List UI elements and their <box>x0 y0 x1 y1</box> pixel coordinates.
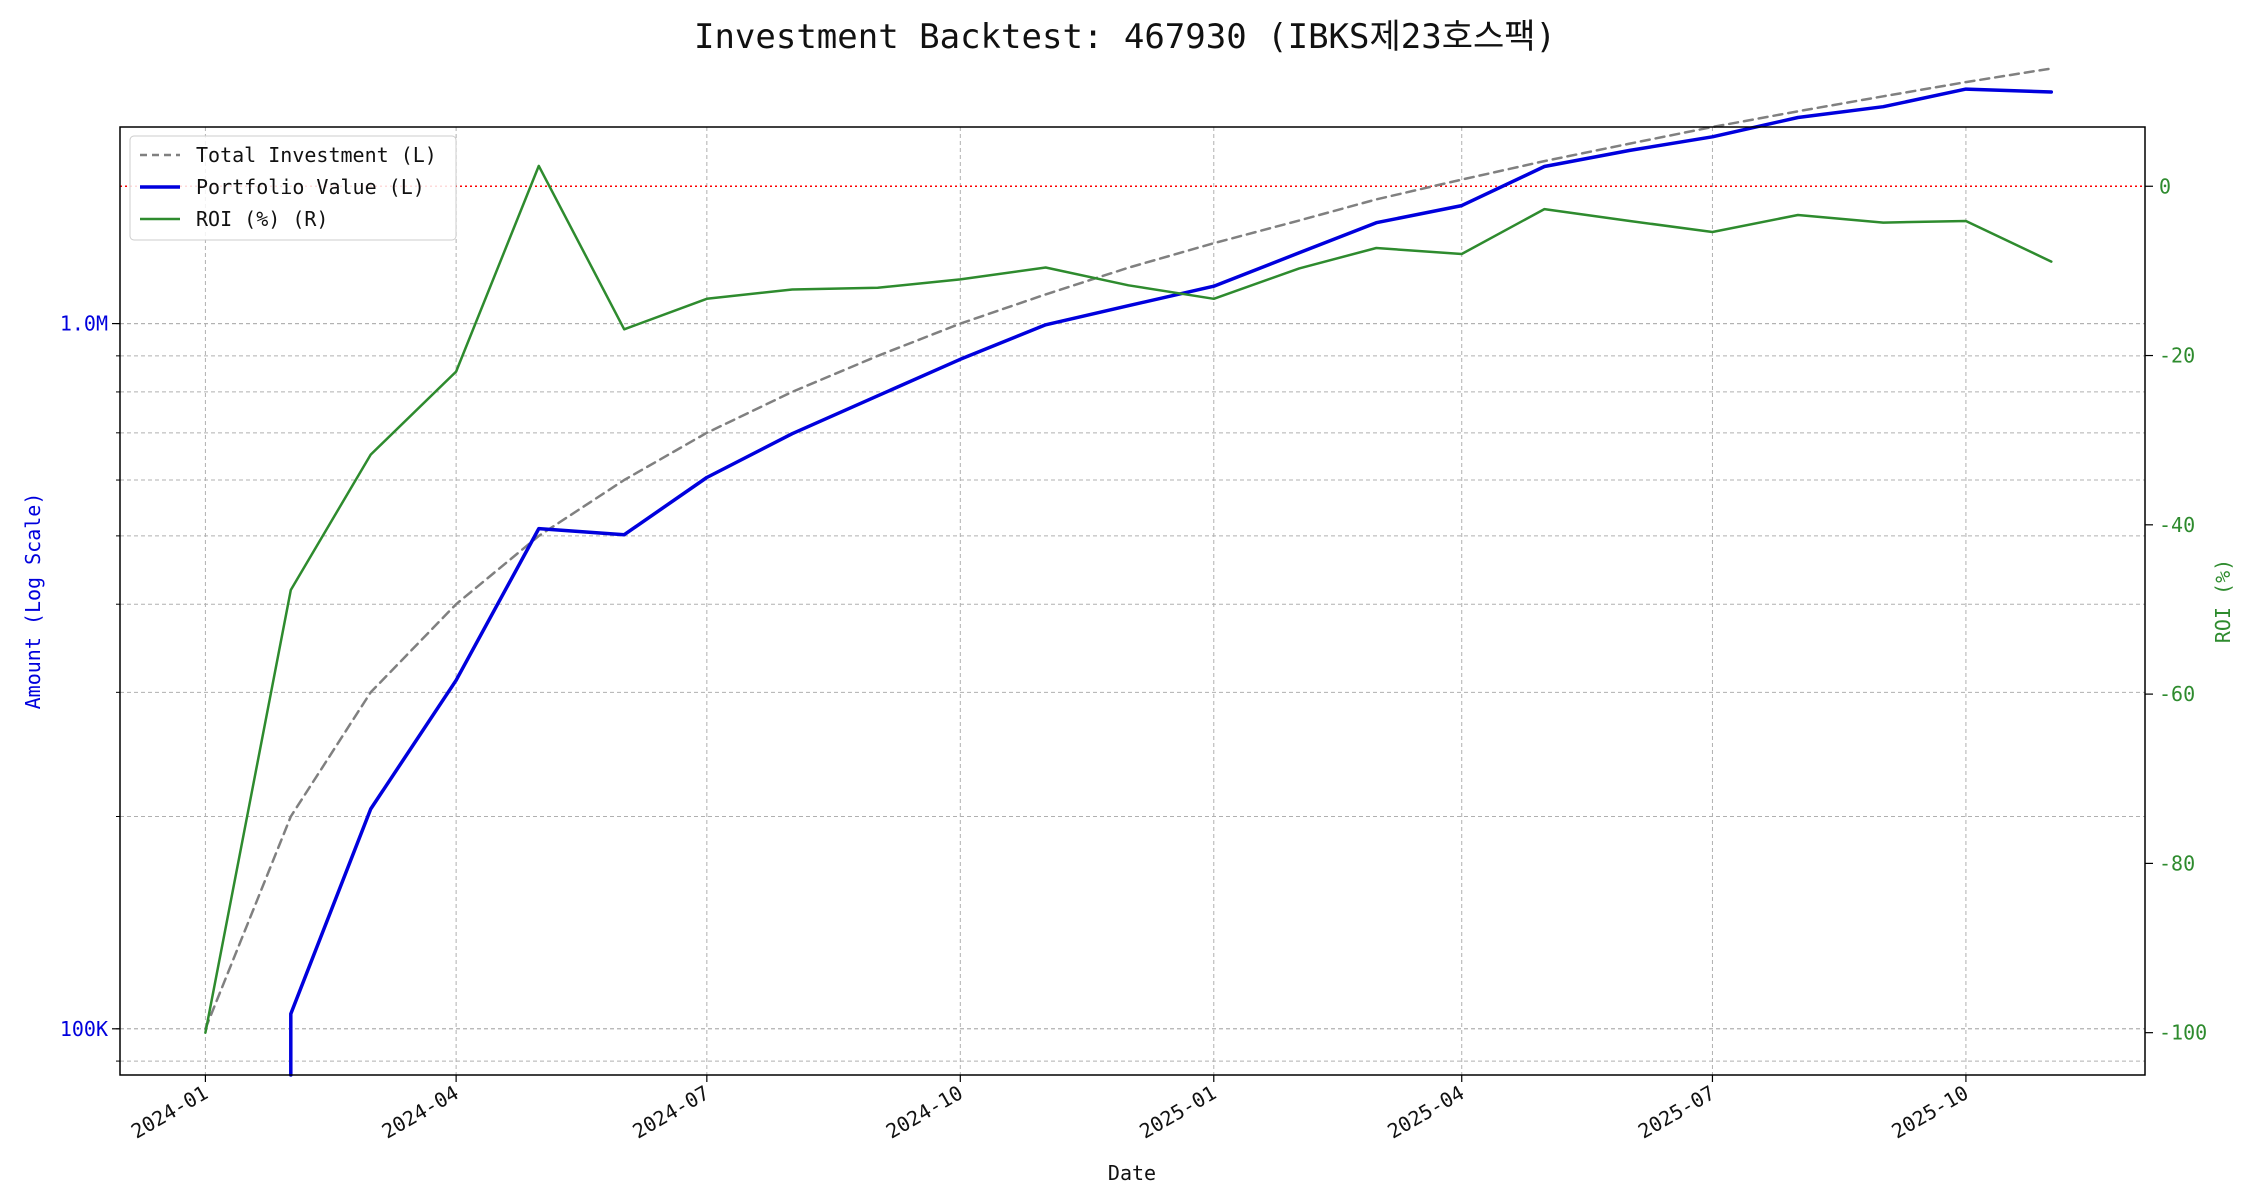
y-axis-left: 100K 1.0M <box>60 312 120 1062</box>
x-tick-label: 2024-04 <box>378 1081 463 1144</box>
x-tick-label: 2025-04 <box>1383 1081 1468 1144</box>
x-tick-label: 2024-10 <box>882 1081 967 1144</box>
x-tick-label: 2025-10 <box>1887 1081 1972 1144</box>
x-tick-label: 2025-01 <box>1135 1081 1220 1144</box>
legend-label-roi-r: ROI (%) (R) <box>196 207 328 231</box>
y-right-tick-label: -40 <box>2159 513 2195 537</box>
legend-box <box>129 135 457 241</box>
y-axis-left-label: Amount (Log Scale) <box>21 493 45 710</box>
y-left-tick-label: 1.0M <box>60 312 108 336</box>
plot-frame <box>119 126 2146 1076</box>
legend: Total Investment (L) Portfolio Value (L) R… <box>129 135 457 241</box>
y-right-tick-label: -20 <box>2159 344 2195 368</box>
x-tick-label: 2024-01 <box>127 1081 212 1144</box>
x-tick-label: 2025-07 <box>1634 1081 1719 1144</box>
y-right-tick-label: -80 <box>2159 851 2195 875</box>
x-axis-label: Date <box>1108 1161 1156 1185</box>
y-left-tick-label: 100K <box>60 1017 108 1041</box>
portfolio-value-l-line <box>289 87 2054 1077</box>
total-investment-l-line <box>204 67 2053 1031</box>
grid-layer <box>120 127 2145 1075</box>
y-right-tick-label: -100 <box>2159 1021 2207 1045</box>
y-right-tick-label: -60 <box>2159 682 2195 706</box>
series-layer <box>120 67 2145 1077</box>
y-axis-right: -100 -80 -60 -40 -20 0 <box>2145 174 2207 1045</box>
x-axis: 2024-01 2024-04 2024-07 2024-10 2025-01 2025-… <box>127 1075 1972 1144</box>
roi-r-line <box>204 164 2053 1034</box>
legend-label-portfolio-value-l: Portfolio Value (L) <box>196 175 425 199</box>
chart-title: Investment Backtest: 467930 (IBKS제23호스팩) <box>694 17 1556 57</box>
x-tick-label: 2024-07 <box>628 1081 713 1144</box>
y-axis-right-label: ROI (%) <box>2211 559 2235 643</box>
y-right-tick-label: 0 <box>2159 174 2171 198</box>
legend-label-total-investment-l: Total Investment (L) <box>196 143 437 167</box>
